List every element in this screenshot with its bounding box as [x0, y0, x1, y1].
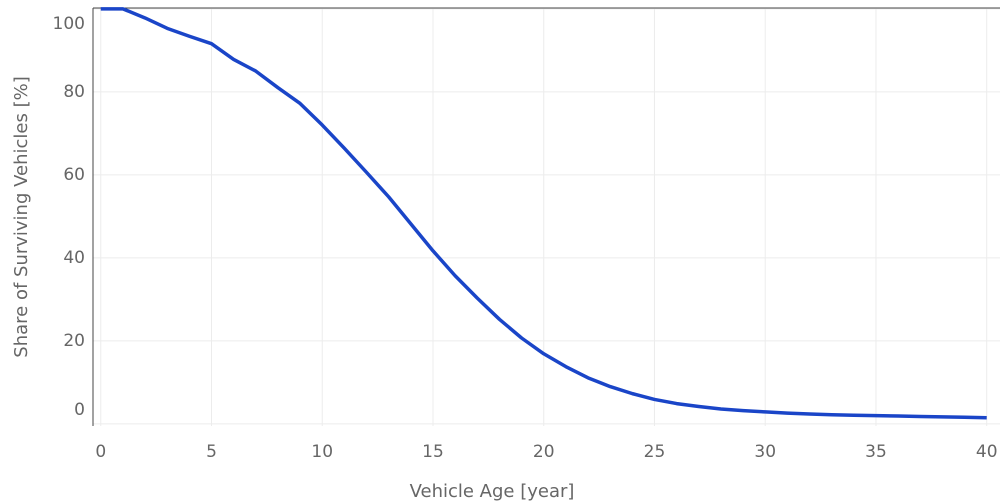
x-tick-label: 35	[865, 442, 887, 462]
x-tick-label: 40	[976, 442, 998, 462]
x-tick-label: 5	[206, 442, 217, 462]
x-tick-label: 25	[644, 442, 666, 462]
y-tick-label: 100	[53, 14, 85, 34]
y-tick-label: 80	[63, 82, 85, 102]
y-tick-label: 60	[63, 165, 85, 185]
x-tick-label: 0	[95, 442, 106, 462]
x-tick-label: 15	[422, 442, 444, 462]
data-line	[100, 7, 987, 420]
x-tick-label: 20	[533, 442, 555, 462]
x-tick-label: 30	[754, 442, 776, 462]
y-axis-title: Share of Surviving Vehicles [%]	[11, 76, 32, 357]
x-axis-title: Vehicle Age [year]	[410, 481, 575, 502]
y-tick-label: 40	[63, 248, 85, 268]
x-tick-label: 10	[311, 442, 333, 462]
y-tick-label: 20	[63, 331, 85, 351]
y-tick-label: 0	[74, 400, 85, 420]
